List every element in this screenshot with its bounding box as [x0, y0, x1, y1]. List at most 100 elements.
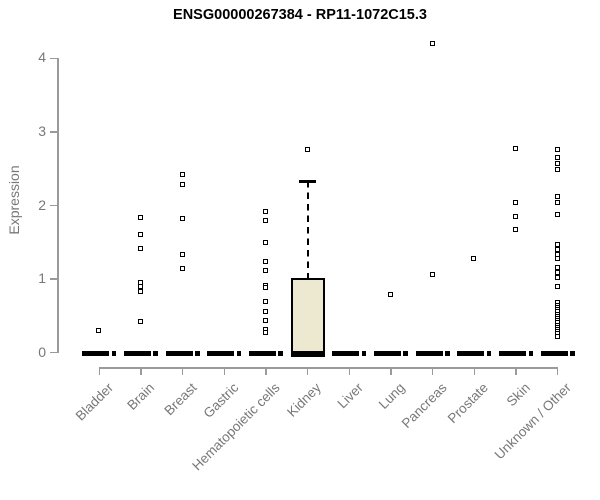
- outlier-point-unknown-other: [554, 265, 560, 271]
- outlier-point-breast: [179, 215, 185, 221]
- y-axis-tick-label: 3: [38, 122, 46, 139]
- whisker-dashed-kidney: [306, 181, 309, 278]
- x-axis-label-unknown-other: Unknown / Other: [492, 380, 575, 463]
- outlier-point-brain: [138, 288, 144, 294]
- x-axis-tick: [390, 367, 392, 375]
- x-axis-label-bladder: Bladder: [72, 380, 116, 424]
- outlier-point-hematopoietic-cells: [263, 218, 269, 224]
- outlier-point-brain: [138, 215, 144, 221]
- collapsed-box-cap-lung: [403, 351, 408, 357]
- outlier-point-lung: [388, 292, 394, 298]
- x-axis-label-lung: Lung: [375, 380, 408, 412]
- x-axis-label-breast: Breast: [161, 380, 200, 419]
- median-line-kidney: [290, 351, 325, 357]
- x-axis-line: [99, 367, 558, 369]
- outlier-point-unknown-other: [554, 167, 560, 173]
- outlier-point-unknown-other: [554, 256, 560, 262]
- outlier-point-unknown-other: [554, 246, 560, 252]
- x-axis-tick: [265, 367, 267, 375]
- y-axis-line: [57, 58, 59, 353]
- x-axis-tick: [515, 367, 517, 375]
- outlier-point-hematopoietic-cells: [263, 268, 269, 274]
- outlier-point-breast: [179, 181, 185, 187]
- outlier-point-pancreas: [429, 271, 435, 277]
- outlier-point-breast: [179, 265, 185, 271]
- x-axis-tick: [348, 367, 351, 375]
- y-axis-tick: [50, 57, 58, 60]
- outlier-point-hematopoietic-cells: [263, 259, 269, 265]
- outlier-point-kidney: [304, 147, 310, 153]
- outlier-point-unknown-other: [554, 161, 560, 167]
- x-axis-tick: [98, 367, 101, 375]
- outlier-point-unknown-other: [554, 270, 560, 276]
- outlier-point-prostate: [471, 255, 477, 261]
- outlier-point-skin: [513, 213, 519, 219]
- collapsed-box-liver: [332, 351, 360, 357]
- y-axis-tick: [50, 131, 58, 133]
- outlier-point-unknown-other: [554, 147, 560, 153]
- outlier-point-brain: [138, 246, 144, 252]
- outlier-point-hematopoietic-cells: [263, 285, 269, 291]
- collapsed-box-cap-prostate: [486, 351, 492, 357]
- x-axis-tick: [556, 367, 559, 375]
- outlier-point-skin: [513, 200, 519, 206]
- collapsed-box-cap-liver: [361, 351, 367, 357]
- outlier-point-hematopoietic-cells: [263, 299, 269, 305]
- x-axis-label-brain: Brain: [124, 380, 158, 413]
- outlier-point-hematopoietic-cells: [263, 329, 269, 335]
- outlier-point-pancreas: [429, 40, 435, 46]
- collapsed-box-cap-hematopoietic-cells: [278, 351, 283, 357]
- x-axis-tick: [223, 367, 226, 375]
- y-axis-tick-label: 0: [38, 343, 46, 360]
- x-axis-label-skin: Skin: [503, 380, 533, 410]
- collapsed-box-cap-pancreas: [445, 351, 450, 357]
- collapsed-box-lung: [373, 351, 401, 357]
- outlier-point-skin: [513, 145, 519, 151]
- outlier-point-hematopoietic-cells: [263, 240, 269, 246]
- y-axis-tick-label: 2: [38, 196, 46, 213]
- outlier-point-unknown-other: [554, 212, 560, 218]
- outlier-point-breast: [179, 251, 185, 257]
- collapsed-box-skin: [499, 351, 526, 357]
- y-axis-title: Expression: [6, 165, 22, 235]
- box-kidney: [290, 277, 325, 353]
- collapsed-box-cap-brain: [153, 351, 158, 357]
- y-axis-tick: [50, 351, 58, 354]
- outlier-point-hematopoietic-cells: [263, 318, 269, 324]
- chart-title: ENSG00000267384 - RP11-1072C15.3: [173, 7, 427, 23]
- whisker-cap-kidney: [299, 180, 317, 183]
- collapsed-box-pancreas: [415, 351, 443, 357]
- outlier-point-unknown-other: [554, 284, 560, 290]
- collapsed-box-cap-breast: [195, 351, 200, 357]
- outlier-point-hematopoietic-cells: [263, 308, 269, 314]
- outlier-point-unknown-other: [554, 193, 560, 199]
- outlier-point-brain: [138, 232, 144, 238]
- outlier-point-unknown-other: [554, 155, 560, 161]
- collapsed-box-cap-skin: [528, 351, 533, 357]
- collapsed-box-bladder: [82, 351, 110, 357]
- outlier-point-hematopoietic-cells: [263, 209, 269, 215]
- outlier-point-unknown-other: [554, 200, 560, 206]
- y-axis-tick-label: 1: [38, 270, 46, 287]
- collapsed-box-cap-bladder: [111, 351, 117, 357]
- y-axis-tick-label: 4: [38, 49, 46, 66]
- collapsed-box-cap-unknown-other: [570, 351, 575, 357]
- x-axis-tick: [306, 367, 309, 375]
- x-axis-label-kidney: Kidney: [284, 380, 325, 420]
- outlier-point-unknown-other: [554, 275, 560, 281]
- x-axis-tick: [431, 367, 434, 375]
- x-axis-label-prostate: Prostate: [444, 380, 491, 427]
- collapsed-box-cap-gastric: [236, 351, 242, 357]
- x-axis-label-pancreas: Pancreas: [398, 380, 450, 431]
- outlier-point-unknown-other: [554, 333, 560, 339]
- collapsed-box-hematopoietic-cells: [248, 351, 276, 357]
- outlier-point-bladder: [96, 328, 102, 334]
- y-axis-tick: [50, 278, 58, 280]
- outlier-point-brain: [138, 318, 144, 324]
- x-axis-tick: [140, 367, 142, 375]
- x-axis-tick: [181, 367, 184, 375]
- outlier-point-breast: [179, 172, 185, 178]
- collapsed-box-prostate: [457, 351, 485, 357]
- collapsed-box-unknown-other: [540, 351, 568, 357]
